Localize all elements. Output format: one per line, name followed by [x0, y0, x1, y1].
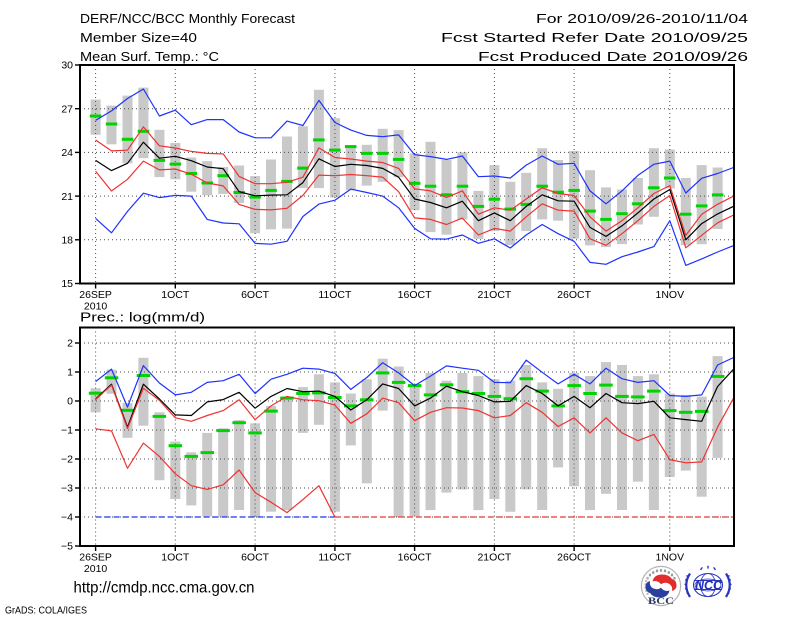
- svg-text:24: 24: [61, 147, 73, 159]
- svg-text:26OCT: 26OCT: [557, 289, 591, 301]
- svg-text:26SEP: 26SEP: [79, 289, 112, 301]
- svg-text:GrADS: COLA/IGES: GrADS: COLA/IGES: [5, 605, 87, 617]
- svg-text:26SEP: 26SEP: [79, 552, 112, 564]
- svg-text:0: 0: [67, 396, 73, 408]
- svg-text:2010: 2010: [84, 301, 108, 313]
- svg-text:Prec.: log(mm/d): Prec.: log(mm/d): [80, 311, 205, 325]
- svg-text:6OCT: 6OCT: [241, 289, 270, 301]
- svg-text:2: 2: [67, 338, 73, 350]
- svg-text:1: 1: [67, 367, 73, 379]
- svg-text:BCC: BCC: [648, 596, 674, 606]
- svg-text:For 2010/09/26-2010/11/04: For 2010/09/26-2010/11/04: [536, 12, 748, 26]
- svg-text:26OCT: 26OCT: [557, 552, 591, 564]
- svg-text:Fcst Produced Date 2010/09/26: Fcst Produced Date 2010/09/26: [478, 50, 748, 64]
- svg-text:27: 27: [61, 103, 73, 115]
- svg-text:6OCT: 6OCT: [241, 552, 270, 564]
- svg-text:Fcst Started Refer Date 2010/0: Fcst Started Refer Date 2010/09/25: [441, 31, 748, 45]
- svg-text:15: 15: [61, 278, 73, 290]
- svg-text:16OCT: 16OCT: [398, 552, 432, 564]
- svg-text:1OCT: 1OCT: [161, 552, 190, 564]
- svg-text:1OCT: 1OCT: [161, 289, 190, 301]
- svg-text:11OCT: 11OCT: [318, 552, 352, 564]
- svg-text:Mean Surf. Temp.: °C: Mean Surf. Temp.: °C: [80, 50, 219, 64]
- svg-text:21: 21: [61, 191, 73, 203]
- svg-text:18: 18: [61, 235, 73, 247]
- svg-text:21OCT: 21OCT: [477, 552, 511, 564]
- svg-text:21OCT: 21OCT: [477, 289, 511, 301]
- svg-text:NCC: NCC: [695, 579, 723, 593]
- svg-text:−4: −4: [61, 512, 73, 524]
- svg-text:30: 30: [61, 60, 73, 72]
- svg-text:−5: −5: [61, 541, 73, 553]
- svg-text:−2: −2: [61, 454, 73, 466]
- svg-text:11OCT: 11OCT: [318, 289, 352, 301]
- svg-text:−1: −1: [61, 425, 73, 437]
- svg-text:−3: −3: [61, 483, 73, 495]
- svg-text:http://cmdp.ncc.cma.gov.cn: http://cmdp.ncc.cma.gov.cn: [74, 580, 255, 597]
- svg-text:1NOV: 1NOV: [656, 289, 685, 301]
- svg-text:Member Size=40: Member Size=40: [80, 31, 197, 45]
- svg-text:1NOV: 1NOV: [656, 552, 685, 564]
- svg-text:DERF/NCC/BCC Monthly Forecast: DERF/NCC/BCC Monthly Forecast: [80, 12, 296, 26]
- svg-text:16OCT: 16OCT: [398, 289, 432, 301]
- svg-text:2010: 2010: [84, 563, 108, 575]
